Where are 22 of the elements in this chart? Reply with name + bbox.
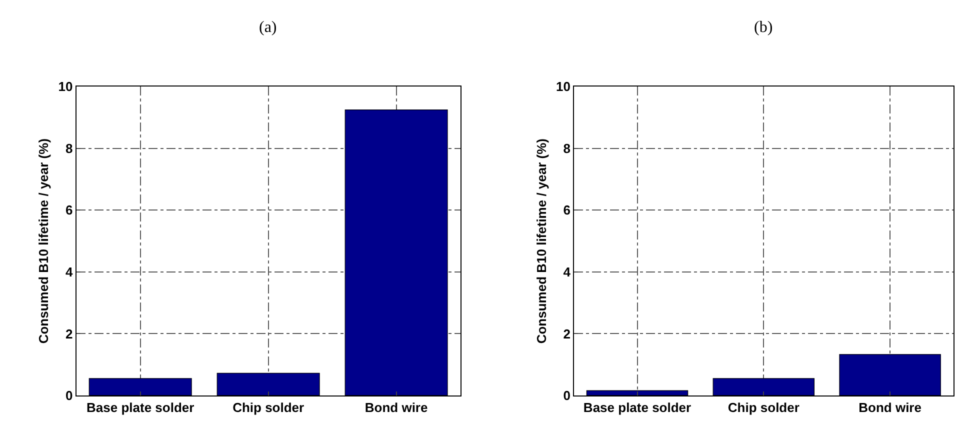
y-tick-label: 6 bbox=[563, 202, 570, 218]
y-tick-label: 0 bbox=[563, 388, 570, 404]
x-tick-label: Base plate solder bbox=[583, 400, 692, 416]
y-tick-label: 0 bbox=[66, 388, 73, 404]
y-axis-title: Consumed B10 lifetime / year (%) bbox=[534, 138, 549, 344]
y-axis-title: Consumed B10 lifetime / year (%) bbox=[36, 138, 52, 344]
y-tick-label: 10 bbox=[556, 79, 570, 94]
y-tick-label: 8 bbox=[66, 140, 73, 156]
x-tick-label: Chip solder bbox=[728, 400, 800, 416]
y-tick-label: 2 bbox=[563, 326, 570, 342]
chart-title: (b) bbox=[754, 19, 773, 36]
x-tick-label: Bond wire bbox=[858, 400, 922, 416]
y-tick-label: 4 bbox=[563, 264, 572, 280]
y-tick-label: 10 bbox=[58, 79, 73, 94]
y-tick-label: 6 bbox=[66, 202, 73, 218]
x-tick-label: Base plate solder bbox=[86, 400, 194, 416]
x-tick-label: Bond wire bbox=[364, 400, 428, 416]
y-tick-label: 2 bbox=[66, 326, 73, 342]
chart-title: (a) bbox=[259, 19, 277, 36]
x-tick-label: Chip solder bbox=[232, 400, 304, 416]
y-tick-label: 4 bbox=[66, 264, 74, 280]
y-tick-label: 8 bbox=[563, 140, 570, 156]
